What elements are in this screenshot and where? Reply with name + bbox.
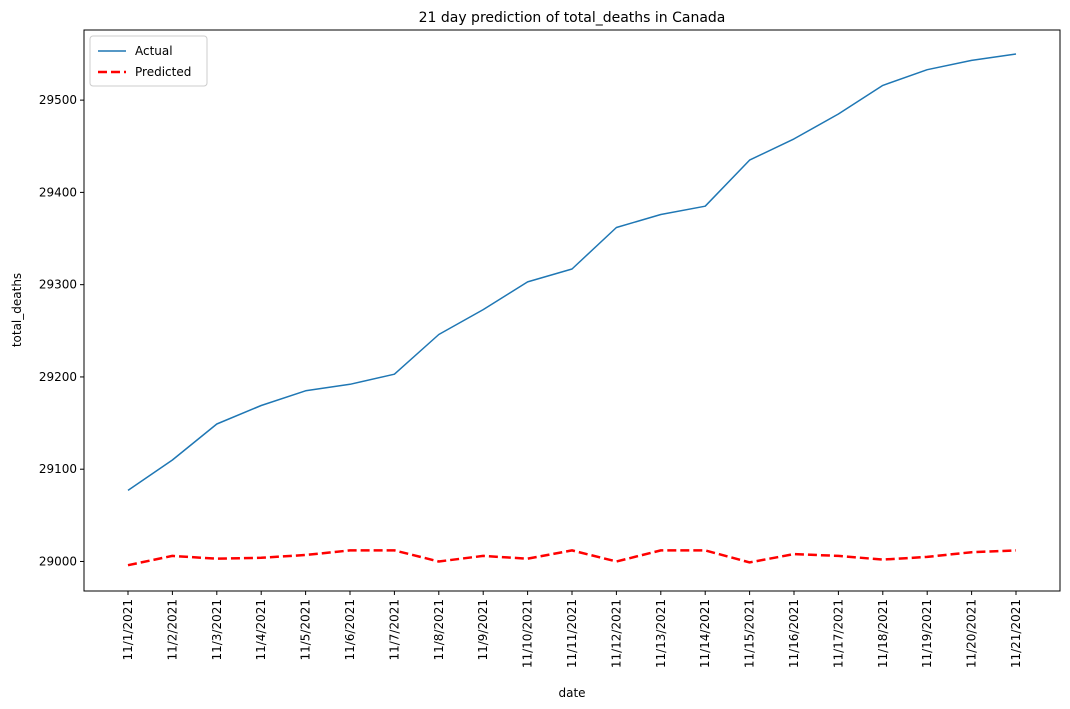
x-axis-label: date (558, 686, 585, 700)
x-tick-label: 11/4/2021 (254, 599, 268, 661)
x-tick-label: 11/5/2021 (299, 599, 313, 661)
plot-frame (83, 29, 1061, 592)
y-tick-label: 29000 (39, 554, 77, 568)
x-tick-label: 11/8/2021 (432, 599, 446, 661)
x-tick-label: 11/10/2021 (521, 599, 535, 668)
series-layer (127, 53, 1017, 567)
x-tick-label: 11/17/2021 (831, 599, 845, 668)
x-tick-label: 11/12/2021 (609, 599, 623, 668)
x-tick-label: 11/20/2021 (965, 599, 979, 668)
x-tick-label: 11/11/2021 (565, 599, 579, 668)
x-tick-label: 11/18/2021 (876, 599, 890, 668)
chart-title: 21 day prediction of total_deaths in Can… (419, 10, 726, 26)
legend-label-predicted: Predicted (135, 65, 191, 79)
y-tick-label: 29300 (39, 278, 77, 292)
series-line-actual (127, 53, 1017, 492)
x-tick-label: 11/2/2021 (165, 599, 179, 661)
x-tick-label: 11/19/2021 (920, 599, 934, 668)
legend-box (89, 35, 208, 87)
series-line-predicted (127, 549, 1017, 567)
y-tick-label: 29200 (39, 370, 77, 384)
x-tick-label: 11/14/2021 (698, 599, 712, 668)
legend-label-actual: Actual (135, 44, 173, 58)
x-tick-label: 11/9/2021 (476, 599, 490, 661)
x-tick-label: 11/13/2021 (654, 599, 668, 668)
x-tick-label: 11/21/2021 (1009, 599, 1023, 668)
legend: Actual Predicted (89, 35, 208, 87)
x-tick-label: 11/3/2021 (210, 599, 224, 661)
y-axis-label: total_deaths (10, 273, 24, 347)
y-tick-label: 29400 (39, 185, 77, 199)
x-axis: 11/1/2021 11/2/2021 11/3/2021 11/4/2021 11/5… (121, 591, 1023, 668)
x-tick-label: 11/7/2021 (387, 599, 401, 661)
x-tick-label: 11/6/2021 (343, 599, 357, 661)
x-tick-label: 11/1/2021 (121, 599, 135, 661)
y-axis: 29000 29100 29200 29300 29400 29500 (39, 93, 84, 568)
y-tick-label: 29100 (39, 462, 77, 476)
x-tick-label: 11/15/2021 (743, 599, 757, 668)
y-tick-label: 29500 (39, 93, 77, 107)
x-tick-label: 11/16/2021 (787, 599, 801, 668)
